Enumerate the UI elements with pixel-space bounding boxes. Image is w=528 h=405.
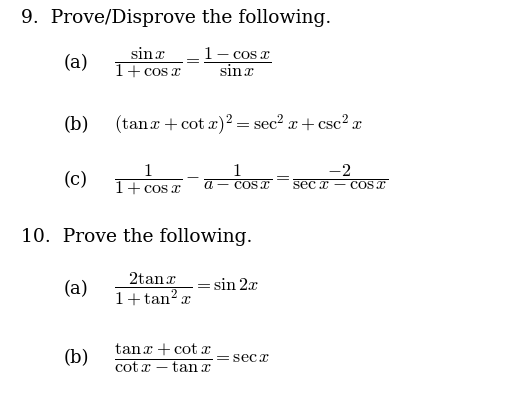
Text: $\dfrac{2\tan x}{1 + \tan^{2} x} = \sin 2x$: $\dfrac{2\tan x}{1 + \tan^{2} x} = \sin … (114, 271, 258, 309)
Text: 9.  Prove/Disprove the following.: 9. Prove/Disprove the following. (21, 9, 332, 27)
Text: (a): (a) (63, 281, 88, 298)
Text: (c): (c) (63, 171, 88, 189)
Text: $\dfrac{\sin x}{1 + \cos x} = \dfrac{1 - \cos x}{\sin x}$: $\dfrac{\sin x}{1 + \cos x} = \dfrac{1 -… (114, 46, 271, 80)
Text: (b): (b) (63, 117, 89, 134)
Text: 10.  Prove the following.: 10. Prove the following. (21, 228, 252, 246)
Text: $\dfrac{1}{1 + \cos x} - \dfrac{1}{a - \cos x} = \dfrac{-2}{\sec x - \cos x}$: $\dfrac{1}{1 + \cos x} - \dfrac{1}{a - \… (114, 163, 388, 197)
Text: $(\tan x + \cot x)^{2} = \sec^{2} x + \csc^{2} x$: $(\tan x + \cot x)^{2} = \sec^{2} x + \c… (114, 113, 363, 138)
Text: (a): (a) (63, 54, 88, 72)
Text: (b): (b) (63, 350, 89, 367)
Text: $\dfrac{\tan x + \cot x}{\cot x - \tan x} = \sec x$: $\dfrac{\tan x + \cot x}{\cot x - \tan x… (114, 341, 270, 375)
